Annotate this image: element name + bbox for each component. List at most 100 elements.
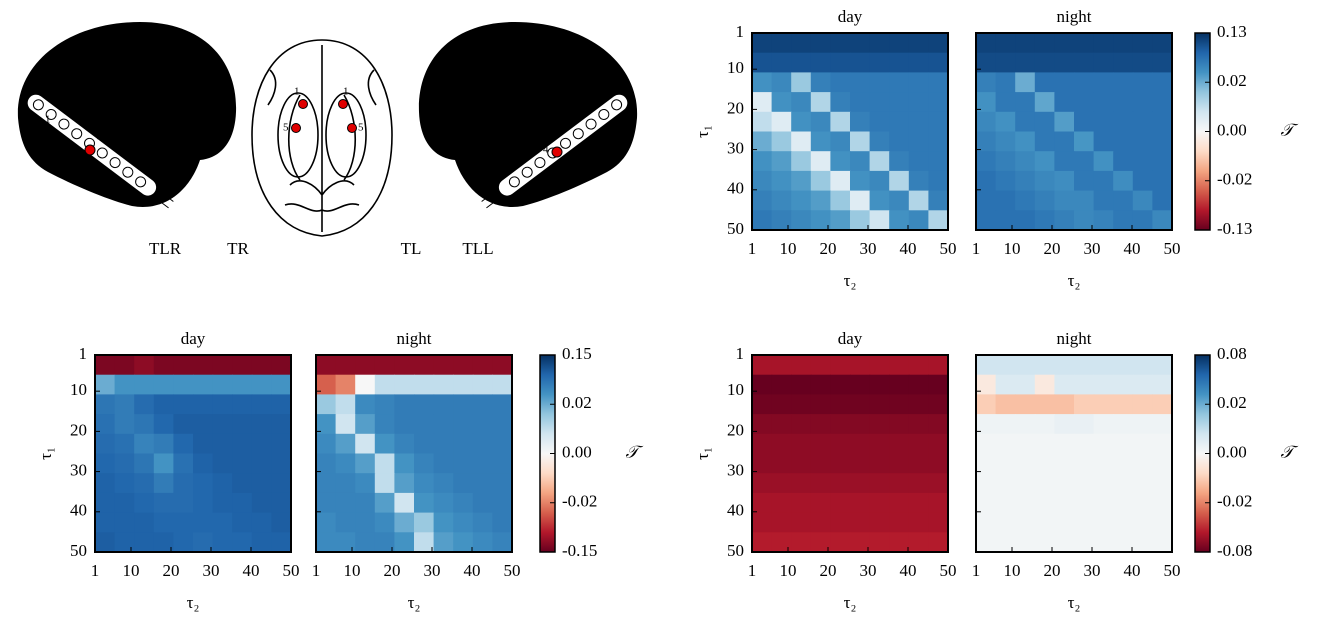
colorbar-tick-label: 0.00: [562, 442, 592, 461]
x-axis-label: τ₂: [187, 593, 200, 612]
y-tick-label: 20: [727, 98, 744, 117]
heatmap-cell: [153, 394, 174, 415]
heatmap-cell: [1015, 433, 1036, 455]
heatmap-cell: [771, 433, 792, 455]
heatmap-cell: [1093, 111, 1114, 133]
heatmap-cell: [1093, 52, 1114, 73]
heatmap-cell: [316, 473, 337, 494]
heatmap-cell: [355, 473, 376, 494]
lead-label: TLL: [462, 239, 493, 258]
heatmap-cell: [1132, 170, 1153, 192]
heatmap-cell: [153, 453, 174, 474]
heatmap-cell: [1113, 92, 1134, 113]
x-axis-label: τ₂: [844, 593, 857, 612]
heatmap-cell: [995, 355, 1016, 376]
heatmap-cell: [114, 492, 135, 514]
heatmap-cell: [995, 92, 1016, 113]
heatmap-cell: [752, 151, 773, 172]
heatmap-cell: [251, 414, 272, 435]
heatmap-cell: [492, 532, 513, 553]
heatmap-cell: [850, 131, 871, 152]
heatmap-cell: [928, 414, 949, 435]
heatmap-cell: [1113, 210, 1134, 231]
heatmap-cell: [1054, 111, 1075, 133]
heatmap-cell: [1034, 453, 1055, 474]
heatmap-cell: [1034, 72, 1055, 93]
heatmap-cell: [232, 394, 253, 415]
heatmap-cell: [251, 433, 272, 455]
heatmap-cell: [791, 33, 812, 54]
electrode-marker: [551, 146, 563, 158]
x-tick-label: 10: [123, 561, 140, 580]
heatmap-cell: [1015, 190, 1036, 211]
heatmap-cell: [1054, 473, 1075, 494]
heatmap-cell: [173, 492, 194, 514]
x-tick-label: 20: [163, 561, 180, 580]
heatmap-cell: [1034, 414, 1055, 435]
electrode-label: 4: [97, 132, 103, 144]
heatmap-cell: [889, 72, 910, 93]
heatmap-cell: [810, 111, 831, 133]
heatmap-cell: [212, 433, 233, 455]
heatmap-cell: [995, 394, 1016, 415]
heatmap-cell: [316, 394, 337, 415]
heatmap-cell: [472, 532, 493, 553]
heatmap-cell: [1015, 512, 1036, 533]
heatmap-cell: [153, 473, 174, 494]
heatmap-cell: [1152, 92, 1173, 113]
x-tick-label: 20: [1044, 239, 1061, 258]
heatmap-cell: [394, 532, 415, 553]
heatmap-cell: [153, 532, 174, 553]
heatmap-cell: [1152, 131, 1173, 152]
heatmap-cell: [908, 453, 929, 474]
heatmap-cell: [771, 532, 792, 553]
heatmap-cell: [1034, 151, 1055, 172]
y-axis-label: τ₁: [693, 125, 712, 138]
y-tick-label: 20: [727, 420, 744, 439]
heatmap-cell: [869, 170, 890, 192]
heatmap-cell: [251, 394, 272, 415]
heatmap-cell: [173, 453, 194, 474]
heatmap-cell: [95, 394, 116, 415]
heatmap-cell: [1152, 453, 1173, 474]
heatmap-cell: [251, 355, 272, 376]
heatmap-cell: [1093, 473, 1114, 494]
heatmap-cell: [850, 170, 871, 192]
heatmap-cell: [1152, 33, 1173, 54]
heatmap-cell: [771, 72, 792, 93]
electrode-label: 5: [283, 122, 289, 134]
heatmap-cell: [472, 394, 493, 415]
heatmap-cell: [1074, 433, 1095, 455]
heatmap-cell: [976, 492, 997, 514]
heatmap-cell: [976, 394, 997, 415]
heatmap-cell: [928, 190, 949, 211]
heatmap-cell: [791, 355, 812, 376]
heatmap-cell: [433, 492, 454, 514]
heatmap-cell: [1054, 453, 1075, 474]
heatmap-cell: [976, 92, 997, 113]
heatmap-cell: [453, 374, 474, 395]
heatmap-cell: [1152, 433, 1173, 455]
heatmap-cell: [752, 131, 773, 152]
y-tick-label: 10: [70, 380, 87, 399]
heatmap-cell: [752, 210, 773, 231]
heatmap-cell: [869, 394, 890, 415]
heatmap-cell: [889, 131, 910, 152]
heatmap-cell: [810, 210, 831, 231]
heatmap-cell: [1015, 131, 1036, 152]
electrode-label: 5: [358, 122, 364, 134]
heatmap-cell: [976, 473, 997, 494]
heatmap-cell: [1074, 111, 1095, 133]
heatmap-cell: [976, 111, 997, 133]
heatmap-cell: [1113, 433, 1134, 455]
heatmap-cell: [995, 33, 1016, 54]
heatmap-cell: [976, 151, 997, 172]
heatmap-cell: [193, 433, 214, 455]
heatmap-cell: [908, 92, 929, 113]
heatmap-cell: [153, 512, 174, 533]
heatmap-cell: [850, 532, 871, 553]
heatmap-cell: [830, 394, 851, 415]
heatmap-cell: [355, 355, 376, 376]
heatmap-cell: [810, 414, 831, 435]
heatmap-cell: [1093, 151, 1114, 172]
